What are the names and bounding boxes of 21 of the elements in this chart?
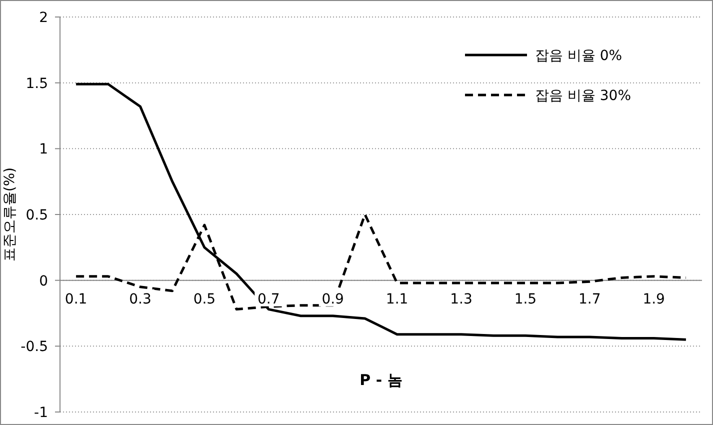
y-tick-label: 1.5 <box>26 76 48 92</box>
legend-label: 잡음 비율 30% <box>535 88 632 104</box>
x-tick-label: 1.9 <box>642 291 665 308</box>
y-tick-label: 2 <box>39 10 48 26</box>
y-tick-label: 1 <box>39 142 48 158</box>
x-tick-label: 1.3 <box>450 291 472 308</box>
x-tick-label: 0.3 <box>129 291 152 308</box>
x-tick-label: 0.5 <box>193 291 216 308</box>
x-tick-label: 0.9 <box>322 291 344 308</box>
y-tick-label: 0.5 <box>26 208 48 224</box>
y-tick-label: -0.5 <box>20 339 48 356</box>
x-axis-title: P - 놈 <box>360 371 402 389</box>
y-tick-label: 0 <box>39 273 48 290</box>
y-tick-label: -1 <box>34 405 48 421</box>
x-tick-label: 0.1 <box>64 291 88 308</box>
x-tick-label: 0.7 <box>258 291 280 308</box>
legend-label: 잡음 비율 0% <box>535 48 622 64</box>
x-tick-label: 1.7 <box>578 291 601 308</box>
x-tick-label: 1.5 <box>514 291 537 308</box>
y-axis-title: 표준오류율(%) <box>2 167 18 262</box>
x-tick-label: 1.1 <box>386 291 408 308</box>
